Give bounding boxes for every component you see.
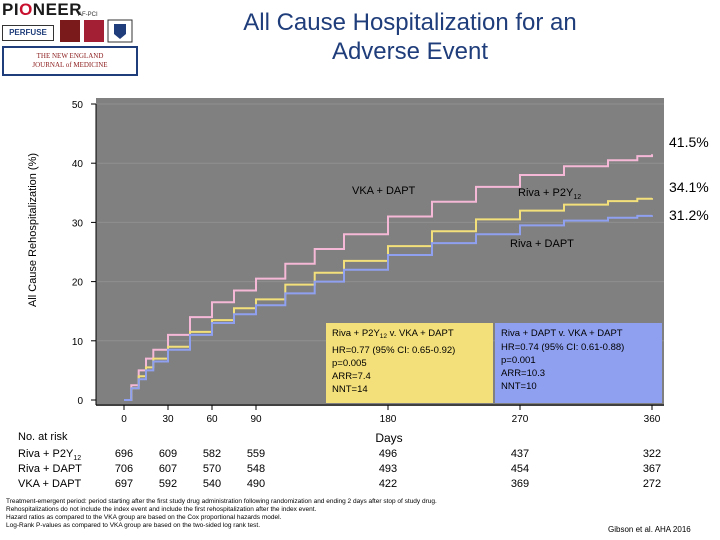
- risk-row-label-main: Riva + P2Y: [18, 448, 74, 460]
- risk-cell: 422: [378, 478, 398, 490]
- risk-cell: 272: [642, 478, 662, 490]
- footnote-line-2: Rehospitalizations do not include the in…: [6, 506, 317, 513]
- risk-cell: 454: [510, 463, 530, 475]
- x-tick-label-60: 60: [206, 414, 218, 425]
- risk-row-label-1: Riva + P2Y12: [18, 447, 81, 466]
- logo-area: PIONEER AF-PCI PERFUSE THE NEW ENGLAND JO…: [0, 0, 142, 80]
- p2y12-end-value: 34.1%: [669, 179, 709, 195]
- p2y12-curve-label-sub: 12: [573, 194, 581, 201]
- stat-box-right-bg: [495, 323, 662, 403]
- series-line-vka: [124, 154, 653, 401]
- risk-cell: 540: [202, 478, 222, 490]
- risk-cell: 490: [246, 478, 266, 490]
- stat-box-riva-dapt-vs-vka: Riva + DAPT v. VKA + DAPT HR=0.74 (95% C…: [495, 323, 662, 403]
- risk-cell: 706: [114, 463, 134, 475]
- footnote: Treatment-emergent period: period starti…: [6, 498, 437, 530]
- perfuse-logo: PERFUSE: [2, 25, 54, 41]
- risk-row-label-3: VKA + DAPT: [18, 477, 81, 491]
- slide-title-line-2: Adverse Event: [331, 38, 489, 65]
- stat-box-left-bg: [326, 323, 493, 403]
- nejm-logo: THE NEW ENGLAND JOURNAL of MEDICINE: [2, 46, 138, 76]
- stat-box-left-title-main: Riva + P2Y: [332, 328, 380, 339]
- x-tick-label-180: 180: [380, 414, 397, 425]
- stat-box-right-arr: ARR=10.3: [501, 368, 545, 379]
- stat-box-left-hr: HR=0.77 (95% CI: 0.65-0.92): [332, 345, 455, 356]
- x-tick-label-90: 90: [250, 414, 262, 425]
- y-tick-label-10: 10: [72, 337, 84, 348]
- risk-row-label-main: Riva + DAPT: [18, 463, 82, 475]
- footnote-line-3: Hazard ratios as compared to the VKA gro…: [6, 514, 282, 521]
- risk-row-label-sub: 12: [73, 455, 82, 463]
- citation: Gibson et al. AHA 2016: [608, 525, 691, 534]
- stat-box-right-title: Riva + DAPT v. VKA + DAPT: [501, 328, 623, 339]
- km-curves: [124, 154, 653, 401]
- risk-cell: 607: [158, 463, 178, 475]
- x-tick-label-360: 360: [644, 414, 661, 425]
- y-tick-label-50: 50: [72, 100, 84, 111]
- y-axis-title: All Cause Rehospitalization (%): [27, 153, 39, 307]
- risk-cell: 570: [202, 463, 222, 475]
- risk-cell: 369: [510, 478, 530, 490]
- risk-cell: 559: [246, 448, 266, 460]
- x-tick-label-30: 30: [162, 414, 174, 425]
- y-tick-label-20: 20: [72, 278, 84, 289]
- x-ticks: 0 30 60 90 180 270 360: [121, 405, 661, 425]
- series-line-p2y12: [124, 197, 653, 401]
- stat-box-left-title-sub: 12: [380, 333, 388, 340]
- stat-box-p2y12-vs-vka: Riva + P2Y12 v. VKA + DAPT HR=0.77 (95% …: [326, 323, 493, 403]
- risk-cell: 548: [246, 463, 266, 475]
- stat-box-right-p: p=0.001: [501, 355, 536, 366]
- risk-cell: 582: [202, 448, 222, 460]
- risk-row-label-main: VKA + DAPT: [18, 478, 82, 490]
- pioneer-logo-subtitle: AF-PCI: [78, 12, 98, 18]
- risk-cell: 592: [158, 478, 178, 490]
- x-tick-label-270: 270: [512, 414, 529, 425]
- p2y12-curve-label-main: Riva + P2Y: [518, 187, 574, 199]
- y-tick-label-40: 40: [72, 159, 84, 170]
- risk-cell: 322: [642, 448, 662, 460]
- risk-cell: 437: [510, 448, 530, 460]
- footnote-line-4: Log-Rank P-values as compared to VKA gro…: [6, 522, 261, 529]
- risk-cell: 493: [378, 463, 398, 475]
- risk-cell: 696: [114, 448, 134, 460]
- risk-row-label-2: Riva + DAPT: [18, 462, 82, 476]
- stat-box-left-title-rest: v. VKA + DAPT: [387, 328, 454, 339]
- risk-cell: 496: [378, 448, 398, 460]
- p2y12-curve-label: Riva + P2Y12: [518, 187, 581, 201]
- stat-box-right-hr: HR=0.74 (95% CI: 0.61-0.88): [501, 342, 624, 353]
- vka-end-value: 41.5%: [669, 134, 709, 150]
- y-ticks: 0 10 20 30 40 50: [72, 100, 96, 407]
- stat-box-left-p: p=0.005: [332, 358, 367, 369]
- risk-cell: 697: [114, 478, 134, 490]
- y-tick-label-30: 30: [72, 218, 84, 229]
- risk-cell: 367: [642, 463, 662, 475]
- slide-title: All Cause Hospitalization for an Adverse…: [150, 8, 670, 66]
- x-tick-label-0: 0: [121, 414, 127, 425]
- stat-box-right-nnt: NNT=10: [501, 381, 537, 392]
- footnote-line-1: Treatment-emergent period: period starti…: [6, 498, 437, 505]
- risk-cell: 609: [158, 448, 178, 460]
- y-tick-label-0: 0: [77, 396, 83, 407]
- institution-crests-icon: [60, 19, 133, 43]
- km-chart: 0 10 20 30 40 50 0 30 60 90 180 270 360 All Cause R…: [27, 98, 709, 445]
- series-line-rdapt: [124, 214, 653, 401]
- riva-dapt-end-value: 31.2%: [669, 207, 709, 223]
- x-axis-title: Days: [375, 431, 402, 445]
- slide-title-line-1: All Cause Hospitalization for an: [243, 9, 577, 36]
- stat-box-left-nnt: NNT=14: [332, 384, 368, 395]
- stat-box-left-arr: ARR=7.4: [332, 371, 371, 382]
- riva-dapt-curve-label: Riva + DAPT: [510, 238, 574, 250]
- vka-curve-label: VKA + DAPT: [352, 185, 416, 197]
- stat-box-left-title: Riva + P2Y12 v. VKA + DAPT: [332, 328, 454, 340]
- risk-table-header: No. at risk: [18, 431, 68, 443]
- pioneer-logo: PIONEER: [2, 0, 83, 19]
